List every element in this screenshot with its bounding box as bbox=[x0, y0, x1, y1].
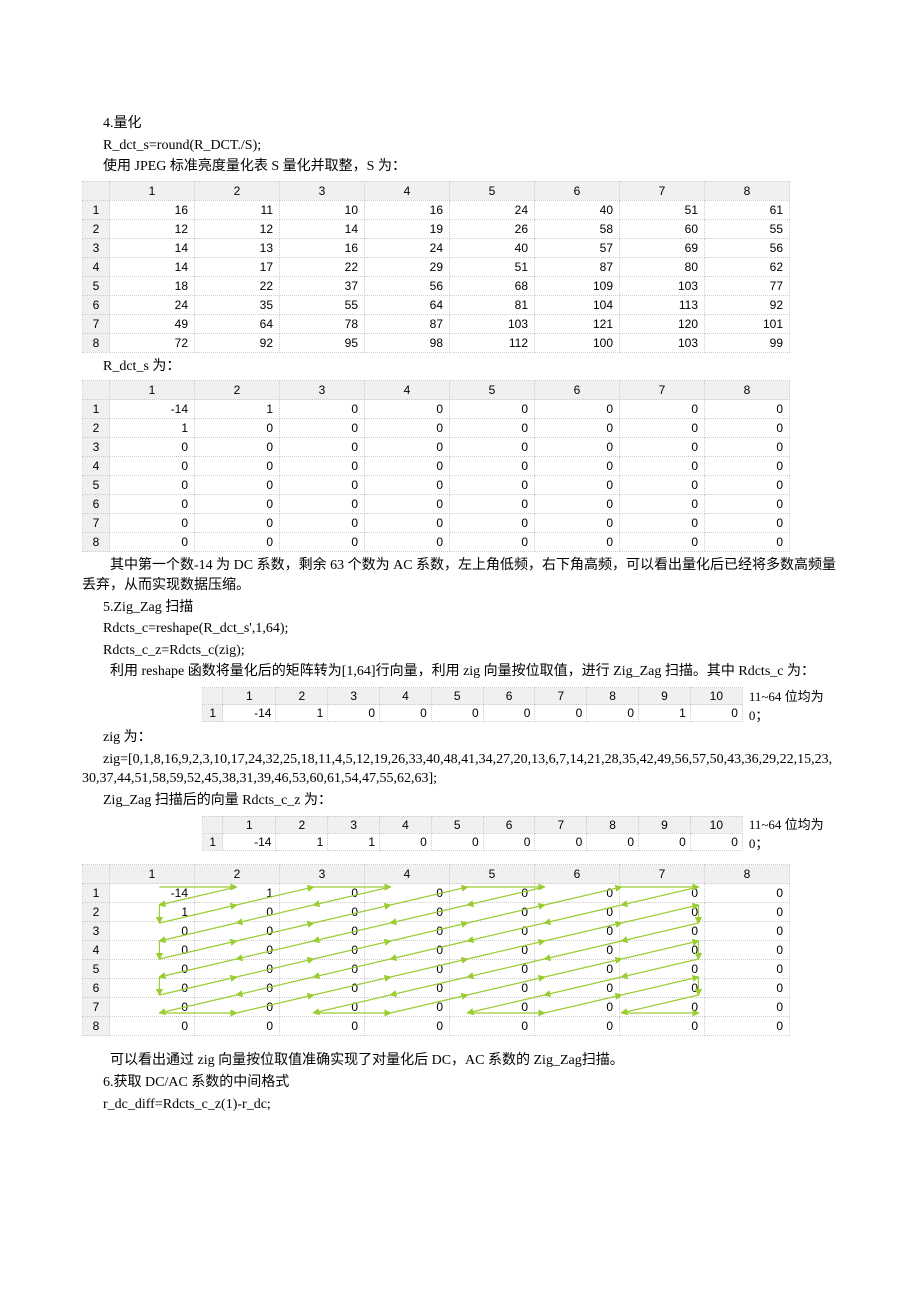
section-4-desc: 使用 JPEG 标准亮度量化表 S 量化并取整，S 为： bbox=[82, 157, 838, 177]
table-r-dct-s: 123456781-141000000210000000300000000400… bbox=[82, 380, 790, 552]
note-11-64-a: 11~64 位均为 0； bbox=[749, 686, 838, 724]
section-5-result: 可以看出通过 zig 向量按位取值准确实现了对量化后 DC，AC 系数的 Zig… bbox=[82, 1051, 838, 1071]
document-page: 4.量化 R_dct_s=round(R_DCT./S); 使用 JPEG 标准… bbox=[0, 0, 920, 1216]
section-6-title: 6.获取 DC/AC 系数的中间格式 bbox=[82, 1073, 838, 1093]
table-zigzag: 123456781-141000000210000000300000000400… bbox=[82, 864, 790, 1036]
section-5-code2: Rdcts_c_z=Rdcts_c(zig); bbox=[82, 641, 838, 661]
row-vector-rdcts-c: 123456789101-14100000010 bbox=[202, 687, 743, 722]
row-vector-rdcts-c-z: 123456789101-14110000000 bbox=[202, 816, 743, 851]
note-11-64-b: 11~64 位均为 0； bbox=[749, 814, 838, 852]
zig-label: zig 为： bbox=[82, 728, 838, 748]
section-4-result: 其中第一个数-14 为 DC 系数，剩余 63 个数为 AC 系数，左上角低频，… bbox=[82, 556, 838, 595]
section-4-title: 4.量化 bbox=[82, 114, 838, 134]
r-dct-s-label: R_dct_s 为： bbox=[82, 357, 838, 377]
section-5-code1: Rdcts_c=reshape(R_dct_s',1,64); bbox=[82, 619, 838, 639]
zigzag-table-wrap: 123456781-141000000210000000300000000400… bbox=[82, 860, 790, 1040]
section-5-desc2: Zig_Zag 扫描后的向量 Rdcts_c_z 为： bbox=[82, 791, 838, 811]
table-quantization-s: 1234567811611101624405161212121419265860… bbox=[82, 181, 790, 353]
section-6-code: r_dc_diff=Rdcts_c_z(1)-r_dc; bbox=[82, 1095, 838, 1115]
section-5-title: 5.Zig_Zag 扫描 bbox=[82, 598, 838, 618]
section-4-code: R_dct_s=round(R_DCT./S); bbox=[82, 136, 838, 156]
section-5-desc1: 利用 reshape 函数将量化后的矩阵转为[1,64]行向量，利用 zig 向… bbox=[82, 662, 838, 682]
zig-vector-text: zig=[0,1,8,16,9,2,3,10,17,24,32,25,18,11… bbox=[82, 750, 838, 789]
